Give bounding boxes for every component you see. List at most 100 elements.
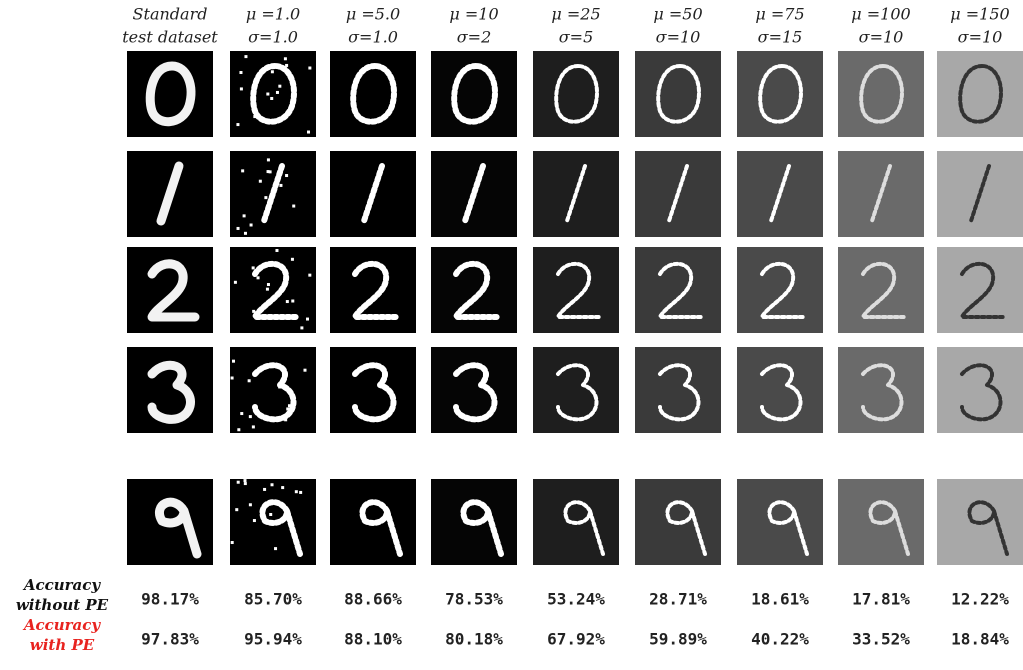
image-background: [431, 247, 517, 333]
digit-stroke: [147, 259, 200, 322]
noise-dot: [291, 299, 295, 303]
column-header: σ=1.0: [348, 28, 398, 47]
digit-image: [737, 151, 823, 237]
noise-dot: [233, 280, 237, 284]
digit-image: [330, 479, 416, 565]
column-header: μ =75: [755, 5, 804, 24]
noise-dot: [236, 226, 240, 230]
accuracy-value: 18.61%: [751, 590, 809, 609]
noise-dot: [266, 92, 270, 96]
accuracy-value: 97.83%: [141, 630, 199, 649]
noise-dot: [241, 169, 245, 173]
noise-dot: [235, 508, 239, 512]
digit-image: [533, 151, 619, 237]
digit-stroke: [359, 499, 403, 557]
digit-image: [635, 51, 721, 137]
digit-stroke: [760, 261, 807, 319]
digit-stroke: [769, 164, 791, 223]
noise-dot: [307, 130, 311, 134]
noise-dot: [239, 71, 243, 75]
digit-image: [937, 247, 1023, 333]
column-header: μ =25: [551, 5, 600, 24]
noise-dot: [275, 248, 279, 252]
image-background: [737, 51, 823, 137]
digit-stroke: [665, 500, 707, 556]
accuracy-value: 80.18%: [445, 630, 503, 649]
digit-stroke: [261, 163, 285, 224]
image-background: [838, 51, 924, 137]
accuracy-value: 85.70%: [244, 590, 302, 609]
noise-dot: [299, 490, 303, 494]
digit-image: [127, 347, 213, 433]
digit-stroke: [667, 164, 689, 223]
digit-image: [330, 51, 416, 137]
noise-dot: [279, 183, 283, 187]
digit-stroke: [361, 163, 385, 224]
image-background: [737, 247, 823, 333]
image-background: [230, 247, 316, 333]
accuracy-value: 78.53%: [445, 590, 503, 609]
accuracy-value: 59.89%: [649, 630, 707, 649]
noise-dot: [270, 483, 274, 487]
image-background: [937, 51, 1023, 137]
noise-dot: [292, 204, 296, 208]
noise-dot: [247, 379, 251, 383]
noise-dot: [285, 174, 289, 178]
noise-dot: [251, 425, 255, 429]
column-header: σ=10: [958, 28, 1003, 47]
accuracy-value: 18.84%: [951, 630, 1009, 649]
digit-stroke: [250, 63, 297, 125]
digit-image: [737, 479, 823, 565]
noise-dot: [285, 63, 289, 67]
digit-image: [838, 347, 924, 433]
digit-stroke: [147, 360, 195, 424]
noise-dot: [266, 170, 270, 174]
noise-dot: [286, 407, 290, 411]
digit-stroke: [767, 500, 809, 556]
digit-stroke: [861, 363, 904, 422]
digit-image: [127, 151, 213, 237]
digit-image: [635, 479, 721, 565]
digit-image: [533, 479, 619, 565]
noise-dot: [252, 309, 256, 313]
noise-dot: [275, 90, 279, 94]
digit-stroke: [758, 64, 803, 124]
digit-stroke: [451, 63, 498, 125]
column-header: test dataset: [122, 28, 218, 47]
image-background: [838, 247, 924, 333]
digit-image: [330, 347, 416, 433]
noise-dot: [303, 368, 307, 372]
digit-stroke: [960, 363, 1003, 422]
noise-dot: [236, 480, 240, 484]
digit-stroke: [870, 164, 892, 223]
noise-dot: [248, 415, 252, 419]
digit-stroke: [969, 164, 991, 223]
digit-image: [533, 347, 619, 433]
column-header: μ =5.0: [346, 5, 400, 24]
digit-image: [127, 51, 213, 137]
digit-image: [635, 247, 721, 333]
noise-dot: [308, 66, 312, 70]
digit-image: [533, 247, 619, 333]
column-header: Standard: [133, 5, 208, 24]
noise-dot: [263, 487, 267, 491]
digit-image: [127, 247, 213, 333]
digit-stroke: [460, 499, 504, 557]
digit-stroke: [656, 64, 701, 124]
noise-dot: [285, 300, 289, 304]
accuracy-value: 53.24%: [547, 590, 605, 609]
digit-stroke: [352, 260, 401, 320]
noise-dot: [240, 412, 244, 416]
digit-image: [635, 347, 721, 433]
digit-image: [838, 247, 924, 333]
row-label: without PE: [16, 596, 109, 614]
noise-dot: [308, 273, 312, 277]
noise-dot: [269, 513, 273, 517]
digit-image: [230, 51, 316, 137]
digit-image: [937, 479, 1023, 565]
digit-image: [635, 151, 721, 237]
accuracy-value: 33.52%: [852, 630, 910, 649]
digit-image: [230, 151, 316, 237]
digit-stroke: [859, 64, 904, 124]
noise-dot: [281, 486, 285, 490]
